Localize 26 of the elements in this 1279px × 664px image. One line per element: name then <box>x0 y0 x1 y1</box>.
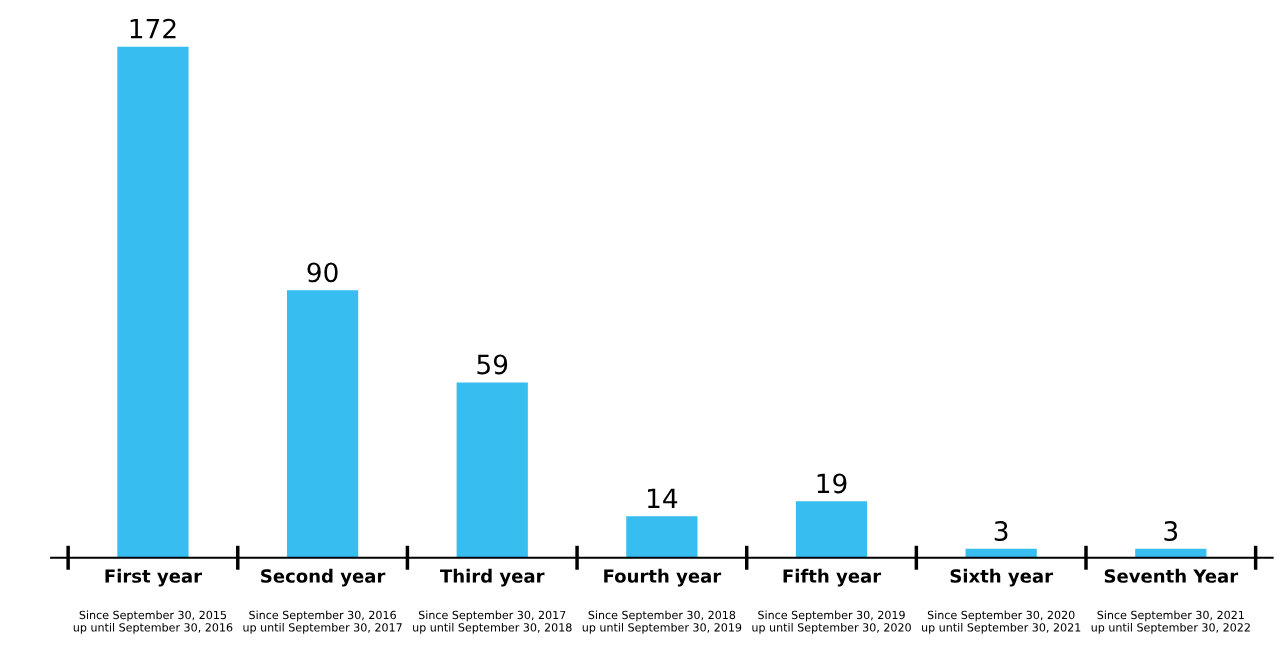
data-label: 19 <box>817 473 847 494</box>
text: Since September 30, 2017 up until September 30, 2018 <box>413 610 572 634</box>
data-label: 3 <box>994 520 1008 541</box>
bar <box>117 46 189 558</box>
data-label: 14 <box>647 488 678 508</box>
bar <box>795 501 868 558</box>
text: Since September 30, 2016 up until September 30, 2017 <box>243 610 402 634</box>
x-tick-label: First year <box>105 568 202 587</box>
text: Since September 30, 2020 up until September 30, 2021 <box>922 610 1081 634</box>
x-tick-label: Fifth year <box>783 568 882 587</box>
x-tick-label: Sixth year <box>950 568 1053 587</box>
data-label: 90 <box>307 262 338 283</box>
text: Since September 30, 2021 up until September 30, 2022 <box>1091 610 1250 634</box>
data-label: 3 <box>1164 520 1178 541</box>
x-tick-label: Fourth year <box>604 568 722 587</box>
x-tick-label: Seventh Year <box>1104 568 1239 583</box>
data-label: 59 <box>477 354 508 375</box>
x-tick-label: Third year <box>440 568 545 587</box>
text: Since September 30, 2019 up until September 30, 2020 <box>752 610 911 634</box>
bar <box>286 290 359 558</box>
text: Since September 30, 2018 up until September 30, 2019 <box>582 610 742 634</box>
text: Since September 30, 2015 up until September 30, 2016 <box>73 610 233 634</box>
bar <box>456 382 528 558</box>
x-tick-label: Second year <box>261 568 386 587</box>
data-label: 172 <box>130 18 176 39</box>
bar <box>626 516 698 558</box>
